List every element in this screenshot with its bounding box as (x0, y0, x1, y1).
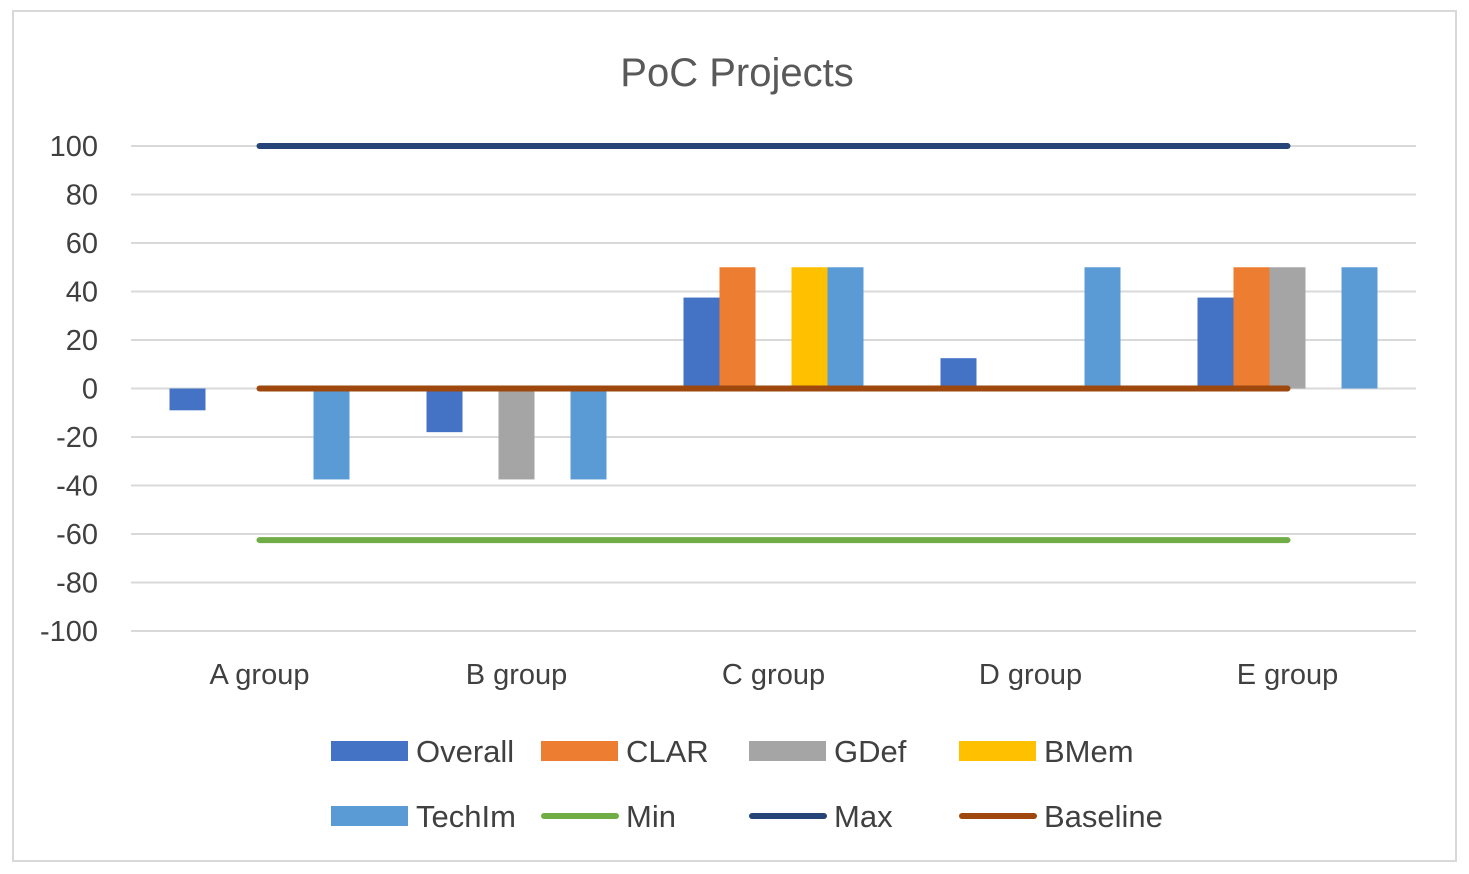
bar-gdef-e-group (1269, 267, 1306, 389)
legend-swatch-gdef (749, 741, 826, 761)
legend-label-baseline: Baseline (1044, 799, 1163, 834)
x-tick-label: A group (210, 659, 310, 691)
legend-label-bmem: BMem (1044, 734, 1134, 769)
chart-frame: PoC Projects 100 80 60 40 20 0 -20 -40 -60 -80 -10… (12, 10, 1457, 862)
bar-clar-e-group (1233, 267, 1270, 389)
y-axis-ticks: 100 80 60 40 20 0 -20 -40 -60 -80 -100 (40, 131, 98, 648)
bar-gdef-b-group (498, 388, 535, 480)
y-tick-label: 20 (66, 325, 98, 357)
legend-label-gdef: GDef (834, 734, 907, 769)
y-tick-label: -60 (56, 519, 98, 551)
y-tick-label: -80 (56, 568, 98, 600)
legend-swatch-clar (541, 741, 618, 761)
bar-techim-d-group (1084, 267, 1121, 389)
bar-techim-c-group (827, 267, 864, 389)
bar-techim-b-group (570, 388, 607, 480)
chart-svg: PoC Projects 100 80 60 40 20 0 -20 -40 -60 -80 -10… (40, 51, 1416, 834)
bar-techim-a-group (313, 388, 350, 480)
bar-overall-a-group (169, 388, 206, 411)
bar-techim-e-group (1341, 267, 1378, 389)
y-tick-label: -40 (56, 471, 98, 503)
x-tick-label: E group (1237, 659, 1339, 691)
y-tick-label: 80 (66, 180, 98, 212)
legend-label-overall: Overall (416, 734, 514, 769)
legend-label-min: Min (626, 799, 676, 834)
x-axis-ticks: A group B group C group D group E group (210, 659, 1339, 691)
y-tick-label: 60 (66, 228, 98, 260)
x-tick-label: C group (722, 659, 825, 691)
bar-clar-c-group (719, 267, 756, 389)
x-tick-label: D group (979, 659, 1082, 691)
legend-label-clar: CLAR (626, 734, 709, 769)
line-layer (256, 143, 1291, 544)
y-tick-label: 0 (82, 374, 98, 406)
y-tick-label: 40 (66, 277, 98, 309)
chart-title: PoC Projects (620, 51, 853, 95)
bar-overall-d-group (940, 358, 977, 389)
bar-overall-c-group (683, 297, 720, 389)
y-tick-label: 100 (50, 131, 98, 163)
legend-label-techim: TechIm (416, 799, 516, 834)
bar-overall-b-group (426, 388, 463, 433)
bar-overall-e-group (1197, 297, 1234, 389)
x-tick-label: B group (466, 659, 568, 691)
legend-label-max: Max (834, 799, 893, 834)
y-tick-label: -100 (40, 616, 98, 648)
legend-swatch-techim (331, 806, 408, 826)
legend: Overall CLAR GDef BMem TechIm Min Max Baseline (331, 734, 1163, 834)
legend-swatch-overall (331, 741, 408, 761)
legend-swatch-bmem (959, 741, 1036, 761)
bar-bmem-c-group (791, 267, 828, 389)
bar-layer (169, 267, 1378, 480)
y-tick-label: -20 (56, 422, 98, 454)
